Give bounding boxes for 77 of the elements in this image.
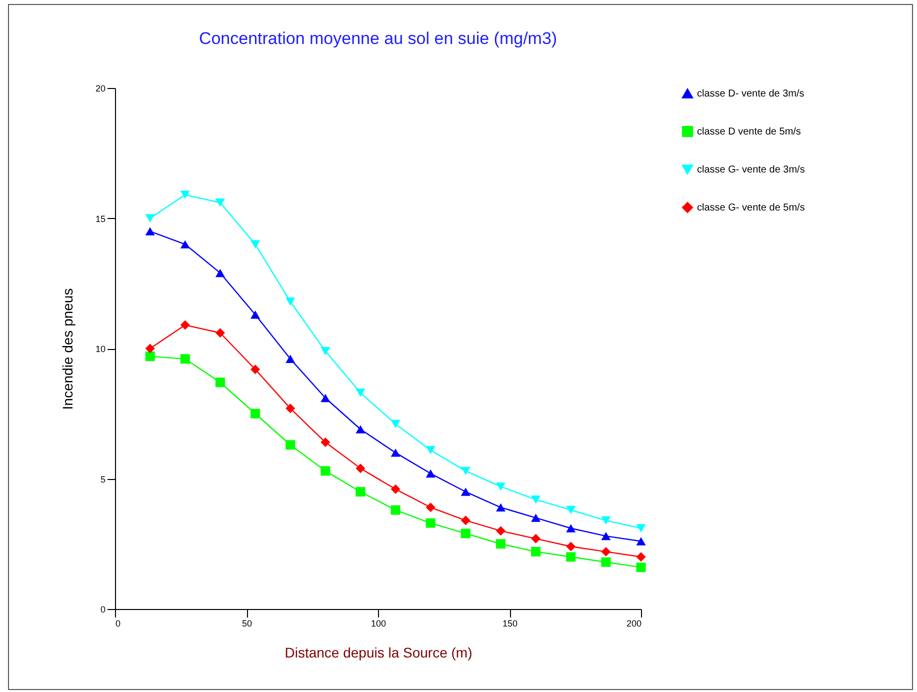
point (566, 542, 576, 552)
point (601, 516, 611, 525)
point (286, 440, 296, 450)
point (250, 408, 260, 418)
legend-label: classe D vente de 5m/s (697, 126, 801, 138)
point (180, 190, 190, 199)
y-tick-label: 5 (100, 474, 106, 484)
point (390, 448, 400, 457)
point (496, 503, 506, 512)
legend-label: classe G- vente de 3m/s (697, 164, 805, 176)
point (390, 420, 400, 428)
point (496, 482, 506, 491)
point (356, 464, 366, 474)
x-axis-title: Distance depuis la Source (m) (284, 644, 472, 660)
point (250, 310, 260, 319)
point (636, 552, 646, 562)
point (145, 227, 155, 236)
point (286, 404, 296, 414)
point (566, 506, 576, 514)
point (426, 502, 436, 512)
point (215, 198, 225, 207)
y-tick-label: 10 (95, 344, 106, 354)
point (215, 328, 225, 338)
point (390, 484, 400, 494)
y-tick-label: 15 (95, 214, 106, 224)
point (145, 352, 155, 362)
point (320, 394, 330, 402)
legend-label: classe G- vente de 5m/s (697, 202, 805, 214)
y-tick-label: 0 (100, 604, 106, 614)
x-tick-label: 0 (116, 618, 121, 628)
point (320, 466, 330, 476)
point (531, 534, 541, 544)
point (356, 487, 366, 497)
point (215, 268, 225, 278)
point (356, 425, 366, 434)
point (601, 557, 611, 567)
point (390, 505, 400, 515)
point (601, 532, 611, 540)
point (496, 539, 506, 549)
legend-label: classe D- vente de 3m/s (697, 88, 804, 100)
point (496, 526, 506, 536)
point (566, 552, 576, 562)
point (460, 528, 470, 538)
point (601, 546, 611, 556)
chart-title: Concentration moyenne au sol en suie (mg/m3) (198, 29, 558, 48)
point (356, 388, 366, 397)
point (460, 488, 470, 496)
point (145, 214, 155, 222)
point (566, 524, 576, 532)
point (215, 378, 225, 388)
point (426, 446, 436, 454)
point (286, 354, 296, 364)
point (636, 524, 646, 532)
point (460, 516, 470, 526)
point (180, 240, 190, 248)
point (460, 466, 470, 476)
x-tick-label: 100 (370, 618, 386, 628)
point (426, 518, 436, 528)
x-tick-label: 150 (502, 618, 518, 628)
point (531, 514, 541, 522)
point (250, 240, 260, 248)
y-tick-label: 20 (95, 84, 106, 94)
point (286, 298, 296, 306)
point (426, 469, 436, 478)
x-tick-label: 50 (242, 618, 252, 628)
point (636, 562, 646, 572)
point (250, 364, 260, 374)
point (320, 438, 330, 448)
point (531, 495, 541, 504)
y-axis-title: Incendie des pneus (59, 288, 76, 410)
point (145, 344, 155, 354)
point (531, 546, 541, 556)
point (180, 320, 190, 330)
point (180, 354, 190, 364)
point (636, 537, 646, 546)
point (320, 346, 330, 356)
x-tick-label: 200 (626, 618, 642, 628)
